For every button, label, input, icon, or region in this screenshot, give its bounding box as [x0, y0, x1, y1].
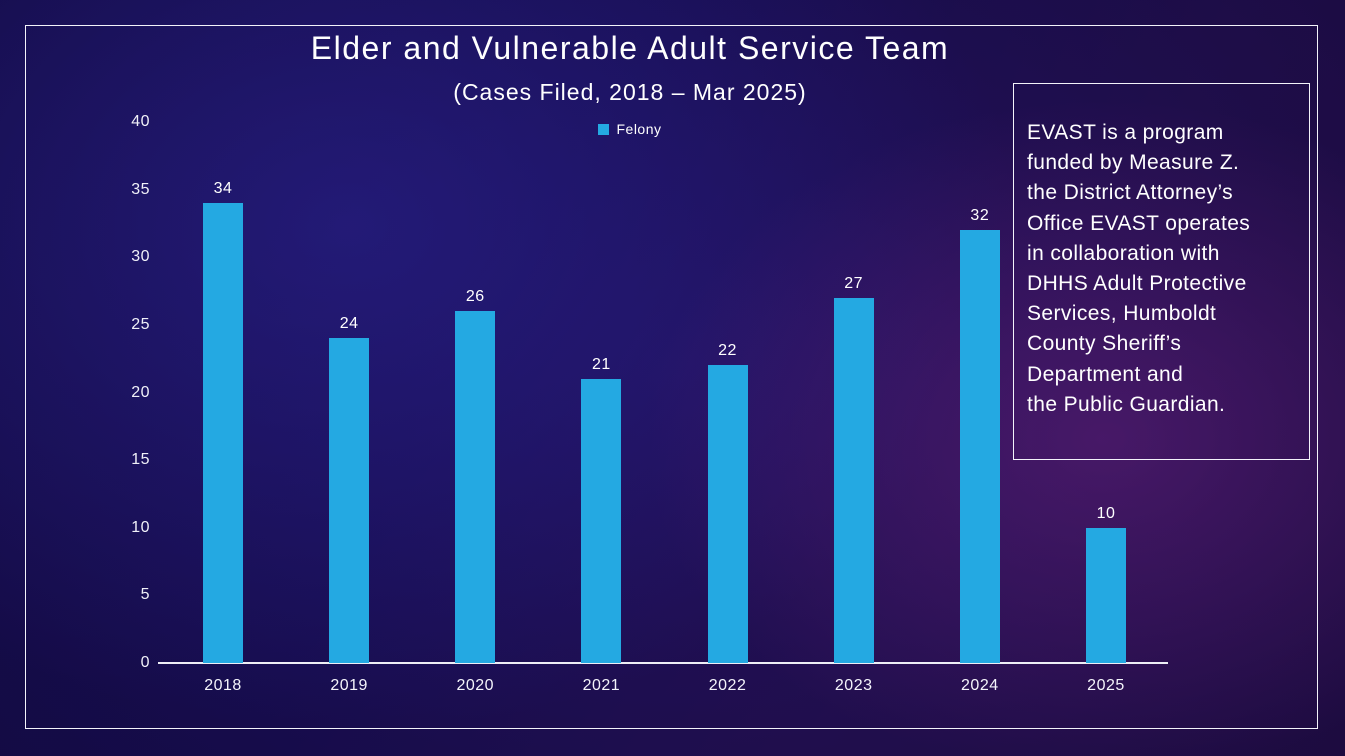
- info-text-line: Services, Humboldt: [1027, 302, 1217, 326]
- info-text-line: in collaboration with: [1027, 241, 1220, 265]
- bar-value-label-2018: 34: [213, 180, 233, 198]
- bar-2022: [707, 365, 748, 663]
- bar-value-label-2025: 10: [1096, 504, 1116, 522]
- chart-subtitle: (Cases Filed, 2018 – Mar 2025): [453, 79, 807, 105]
- bar-2021: [581, 378, 622, 663]
- bar-value-label-2023: 27: [844, 274, 864, 292]
- y-axis-tick-label-5: 5: [140, 586, 150, 604]
- x-axis-label-2018: 2018: [204, 677, 242, 694]
- y-axis-tick-label-40: 40: [131, 113, 150, 130]
- y-axis-tick-label-15: 15: [131, 451, 150, 469]
- chart-title: Elder and Vulnerable Adult Service Team: [310, 30, 950, 66]
- bar-2018: [203, 203, 243, 663]
- x-axis-label-2021: 2021: [582, 677, 621, 694]
- bar-2020: [455, 311, 496, 663]
- bar-value-label-2021: 21: [592, 355, 611, 373]
- info-text-box: EVAST is a program funded by Measure Z. …: [1013, 83, 1310, 460]
- x-axis-label-2025: 2025: [1087, 677, 1125, 694]
- x-axis-label-2023: 2023: [834, 677, 873, 694]
- y-axis-tick-label-0: 0: [140, 654, 150, 671]
- x-axis-label-2019: 2019: [330, 677, 368, 694]
- legend-felony-label: Felony: [616, 121, 662, 137]
- x-axis-label-2022: 2022: [708, 677, 747, 694]
- y-axis-tick-label-35: 35: [131, 180, 150, 198]
- bar-value-label-2020: 26: [465, 288, 485, 306]
- info-text-line: Department and: [1027, 362, 1184, 386]
- info-text-line: Office EVAST operates: [1027, 211, 1251, 235]
- bar-value-label-2024: 32: [970, 207, 990, 225]
- y-axis-tick-label-25: 25: [131, 315, 150, 333]
- bar-2025: [1085, 527, 1126, 663]
- info-text-line: the Public Guardian.: [1027, 392, 1226, 416]
- x-axis-label-2020: 2020: [456, 677, 495, 694]
- bar-value-label-2019: 24: [339, 315, 359, 333]
- bar-2019: [329, 338, 370, 663]
- chart-legend: Felony: [30, 121, 1230, 137]
- y-axis-tick-label-10: 10: [131, 518, 150, 536]
- bar-2023: [833, 297, 874, 663]
- bar-2024: [959, 230, 1000, 663]
- legend-felony-swatch-icon: [598, 123, 610, 135]
- x-axis-label-2024: 2024: [961, 677, 999, 694]
- info-text-line: DHHS Adult Protective: [1027, 272, 1247, 296]
- info-text-line: County Sheriff’s: [1027, 332, 1182, 356]
- info-text-line: EVAST is a program: [1027, 121, 1224, 144]
- x-axis-line: [158, 662, 1168, 664]
- info-text-line: funded by Measure Z.: [1027, 151, 1240, 175]
- y-axis-tick-label-20: 20: [131, 383, 150, 401]
- info-text-line: the District Attorney’s: [1027, 181, 1234, 205]
- bar-value-label-2022: 22: [718, 342, 737, 360]
- y-axis-tick-label-30: 30: [131, 248, 150, 266]
